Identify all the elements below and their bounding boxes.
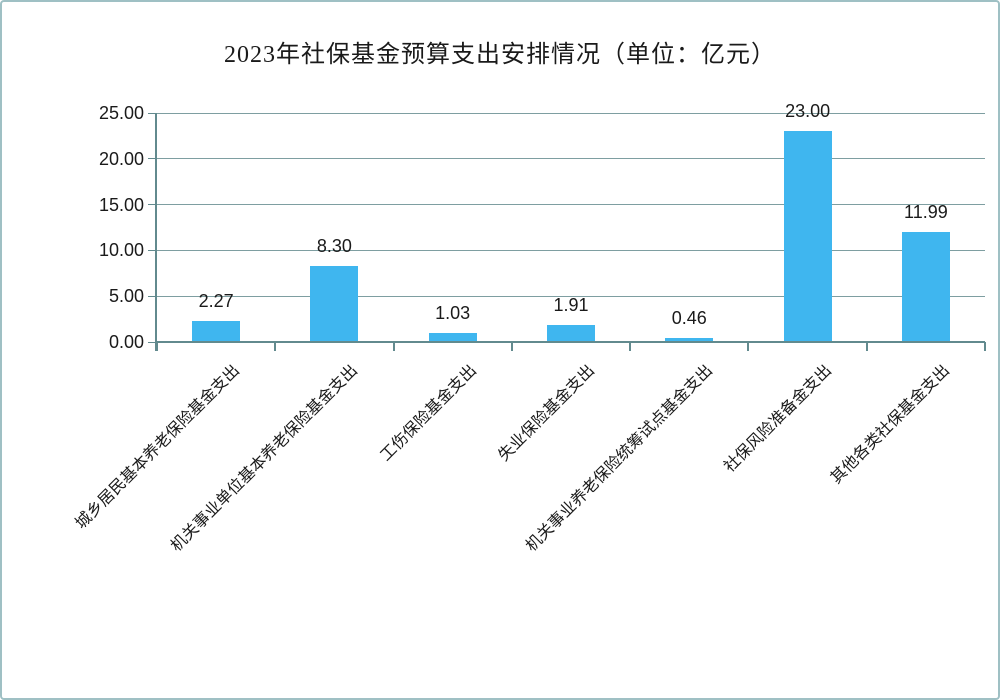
bar bbox=[310, 266, 359, 342]
y-axis-line bbox=[155, 113, 157, 351]
y-axis-tick bbox=[148, 249, 157, 251]
gridline bbox=[157, 158, 985, 160]
bar-value-label: 8.30 bbox=[316, 236, 352, 256]
y-axis-tick-label: 5.00 bbox=[108, 286, 144, 307]
x-axis-category-label: 机关事业单位基本养老保险基金支出 bbox=[168, 362, 362, 556]
y-axis-tick-label: 20.00 bbox=[98, 148, 144, 169]
y-axis-tick-label: 0.00 bbox=[108, 332, 144, 352]
gridline bbox=[157, 112, 985, 114]
bar-value-label: 0.46 bbox=[671, 307, 707, 328]
bar-value-label: 23.00 bbox=[785, 101, 831, 122]
x-axis-category-label: 其他各类社保基金支出 bbox=[827, 362, 953, 488]
bar-value-label: 11.99 bbox=[904, 202, 948, 223]
x-axis-category-label: 机关事业养老保险统筹试点基金支出 bbox=[523, 362, 717, 556]
bar bbox=[783, 131, 832, 342]
x-axis-tick bbox=[865, 342, 868, 351]
x-axis-category-label: 工伤保险基金支出 bbox=[377, 362, 480, 465]
y-axis-tick bbox=[148, 341, 157, 343]
x-axis-tick bbox=[156, 342, 158, 351]
y-axis-tick-label: 10.00 bbox=[98, 240, 144, 261]
bar bbox=[547, 324, 595, 342]
y-axis-tick bbox=[148, 204, 157, 206]
x-axis-tick bbox=[747, 342, 750, 351]
y-axis-tick bbox=[148, 112, 157, 114]
bar-value-label: 2.27 bbox=[198, 291, 234, 312]
x-axis-line bbox=[155, 341, 985, 343]
bar bbox=[901, 232, 950, 342]
x-axis-category-label: 失业保险基金支出 bbox=[495, 362, 599, 465]
gridline bbox=[157, 204, 985, 206]
bar bbox=[665, 337, 714, 342]
y-axis-tick-label: 25.00 bbox=[98, 103, 144, 123]
x-axis-category-label: 社保风险准备金支出 bbox=[720, 362, 835, 476]
bar-value-label: 1.91 bbox=[553, 294, 589, 315]
x-axis-tick bbox=[984, 342, 986, 351]
bar-value-label: 1.03 bbox=[435, 302, 471, 323]
y-axis-tick bbox=[148, 295, 157, 297]
gridline bbox=[157, 249, 985, 251]
y-axis-tick bbox=[148, 158, 157, 160]
x-axis-tick bbox=[510, 342, 513, 351]
x-axis-tick bbox=[274, 342, 277, 351]
chart-title: 2023年社保基金预算支出安排情况（单位：亿元） bbox=[224, 42, 776, 68]
x-axis-tick bbox=[629, 342, 632, 351]
x-axis-tick bbox=[392, 342, 395, 351]
y-axis-tick-label: 15.00 bbox=[98, 194, 144, 215]
bar bbox=[192, 321, 241, 342]
bar bbox=[428, 332, 477, 342]
gridline bbox=[157, 295, 985, 297]
